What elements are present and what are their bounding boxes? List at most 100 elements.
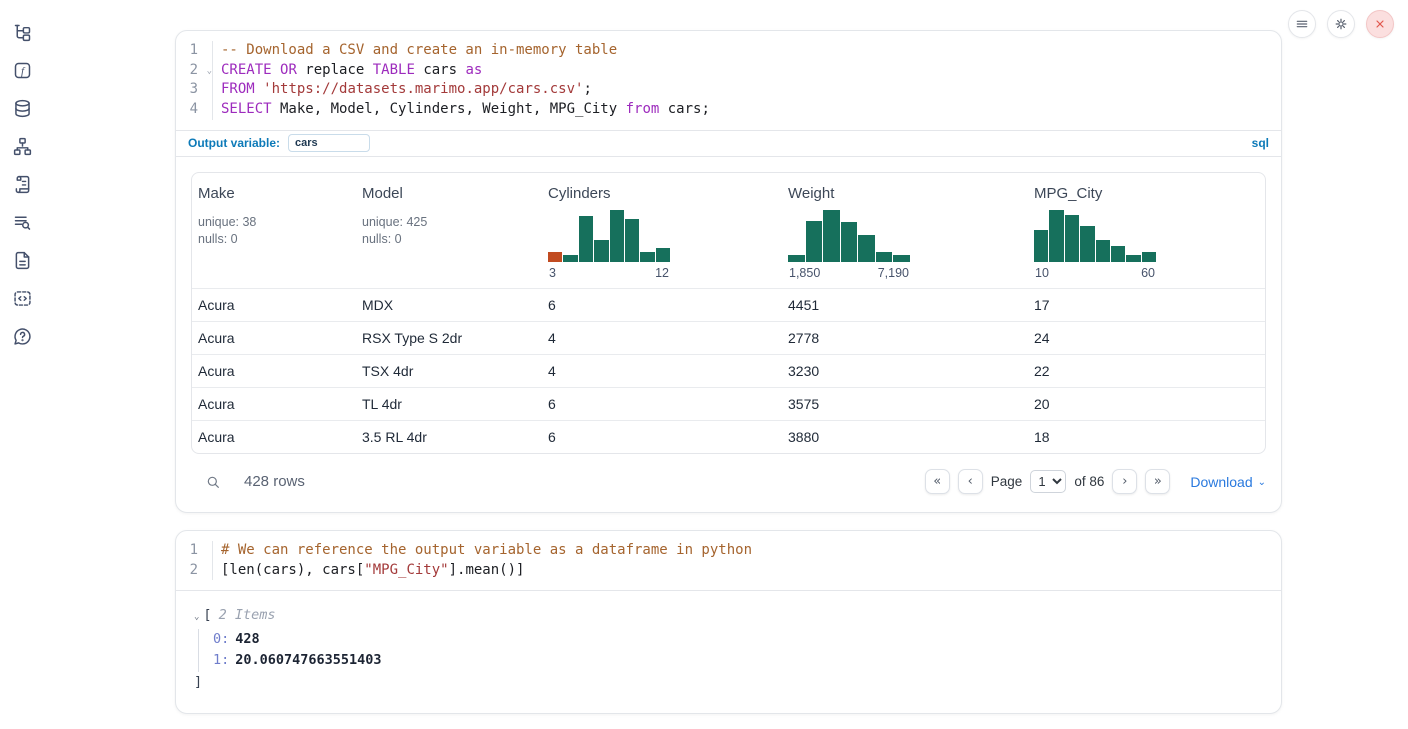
python-cell: 1 2 # We can reference the output variable… [175, 529, 1282, 715]
text-search-icon[interactable] [10, 210, 34, 234]
table-cell: 24 [1034, 329, 1050, 346]
histogram-bar [1095, 239, 1110, 262]
menu-button[interactable] [1288, 10, 1316, 38]
histogram-bar [1141, 251, 1156, 262]
line-number: 2 [189, 61, 198, 78]
column-header: MPG_City 10 60 [1028, 185, 1265, 280]
sql-code-editor[interactable]: 1 2 ⌄ 3 4 -- Download a CSV and create an in-… [176, 31, 1281, 130]
first-page-button[interactable]: « [924, 469, 950, 495]
page-label: Page [990, 474, 1023, 490]
table-cell: 2778 [788, 329, 820, 346]
page-select[interactable]: 1 [1030, 470, 1067, 494]
search-icon[interactable] [205, 474, 221, 490]
column-name[interactable]: Cylinders [548, 184, 611, 202]
column-histogram[interactable]: 1,850 7,190 [788, 209, 911, 280]
download-button[interactable]: Download ⌄ [1190, 473, 1266, 490]
table-row: Acura TL 4dr 6 3575 20 [192, 386, 1265, 420]
table-cell: 6 [548, 428, 556, 445]
column-name[interactable]: Make [198, 184, 235, 202]
table-cell: TL 4dr [362, 395, 402, 412]
help-icon[interactable] [10, 324, 34, 348]
page-total-label: of 86 [1074, 474, 1105, 490]
language-badge: sql [1251, 136, 1269, 151]
database-icon[interactable] [10, 96, 34, 120]
code-text[interactable]: # We can reference the output variable a… [212, 540, 1281, 581]
fold-chevron-icon[interactable]: ⌄ [206, 65, 212, 76]
output-variable-input[interactable] [288, 134, 371, 153]
axis-max-label: 60 [1141, 265, 1155, 280]
tree-key: 0: [213, 630, 230, 647]
table-cell: 6 [548, 296, 556, 313]
histogram-bar [548, 251, 563, 262]
column-name[interactable]: MPG_City [1034, 184, 1103, 202]
column-name[interactable]: Weight [788, 184, 835, 202]
histogram-bar [609, 209, 624, 262]
tree-entries: 0: 428 1: 20.060747663551403 [198, 628, 1263, 672]
sql-cell: 1 2 ⌄ 3 4 -- Download a CSV and create an in-… [175, 30, 1282, 513]
tree-value: 428 [235, 630, 260, 647]
line-number: 4 [189, 101, 198, 118]
table-cell: Acura [198, 329, 235, 346]
table-cell: 4451 [788, 296, 820, 313]
python-output: ⌄ [ 2 Items 0: 428 1: 20.060747663551403 ] [176, 590, 1281, 713]
tree-value: 20.060747663551403 [235, 652, 382, 669]
line-number: 1 [189, 541, 198, 558]
table-footer: 428 rows « ‹ Page 1 of 86 › » Download ⌄ [191, 466, 1266, 498]
collapse-icon[interactable]: ⌄ [194, 612, 200, 623]
histogram-bar [1049, 209, 1064, 262]
python-code-editor[interactable]: 1 2 # We can reference the output variable… [176, 531, 1281, 590]
column-histogram[interactable]: 3 12 [548, 209, 670, 280]
column-header: Weight 1,850 7,190 [782, 185, 1028, 280]
table-row: Acura MDX 6 4451 17 [192, 287, 1265, 321]
items-count-label: 2 Items [218, 607, 276, 624]
next-page-button[interactable]: › [1112, 469, 1138, 495]
axis-min-label: 10 [1035, 265, 1049, 280]
top-actions [1288, 10, 1394, 38]
histogram-bar [823, 209, 840, 262]
code-text[interactable]: -- Download a CSV and create an in-memor… [212, 41, 1281, 120]
settings-button[interactable] [1327, 10, 1355, 38]
histogram-bar [1034, 229, 1049, 262]
sql-output: Make unique: 38 nulls: 0 Model unique: 425 nu… [176, 157, 1281, 512]
dependency-graph-icon[interactable] [10, 134, 34, 158]
table-cell: MDX [362, 296, 394, 313]
table-cell: 4 [548, 329, 556, 346]
line-number: 2 [189, 561, 198, 578]
table-cell: 3230 [788, 362, 820, 379]
shutdown-button[interactable] [1366, 10, 1394, 38]
snippets-icon[interactable] [10, 286, 34, 310]
notebook: 1 2 ⌄ 3 4 -- Download a CSV and create an in-… [175, 30, 1282, 715]
chevron-down-icon: ⌄ [1257, 477, 1266, 489]
svg-text:f: f [20, 65, 25, 77]
table-cell: 20 [1034, 395, 1050, 412]
tree-entry: 0: 428 [213, 629, 1263, 651]
document-icon[interactable] [10, 248, 34, 272]
file-tree-icon[interactable] [10, 20, 34, 44]
table-cell: 3.5 RL 4dr [362, 428, 427, 445]
table-cell: 3880 [788, 428, 820, 445]
previous-page-button[interactable]: ‹ [957, 469, 983, 495]
table-cell: 3575 [788, 395, 820, 412]
pagination: « ‹ Page 1 of 86 › » [924, 469, 1171, 495]
table-row: Acura 3.5 RL 4dr 6 3880 18 [192, 419, 1265, 453]
dataframe-table: Make unique: 38 nulls: 0 Model unique: 425 nu… [191, 171, 1266, 454]
last-page-button[interactable]: » [1145, 469, 1171, 495]
line-number: 1 [189, 42, 198, 58]
tree-entry: 1: 20.060747663551403 [213, 650, 1263, 672]
axis-min-label: 3 [549, 265, 556, 280]
tree-key: 1: [213, 652, 230, 669]
function-icon[interactable]: f [10, 58, 34, 82]
axis-max-label: 12 [655, 265, 669, 280]
table-cell: Acura [198, 428, 235, 445]
column-stats: unique: 38 nulls: 0 [198, 214, 257, 246]
scroll-icon[interactable] [10, 172, 34, 196]
table-cell: RSX Type S 2dr [362, 329, 463, 346]
table-header: Make unique: 38 nulls: 0 Model unique: 425 nu… [192, 173, 1265, 288]
column-name[interactable]: Model [362, 184, 403, 202]
column-histogram[interactable]: 10 60 [1034, 209, 1156, 280]
histogram-bar [655, 247, 670, 262]
left-sidebar: f [0, 0, 44, 729]
histogram-bar [578, 215, 594, 262]
axis-min-label: 1,850 [789, 265, 821, 280]
sql-cell-footer: Output variable: sql [176, 129, 1281, 157]
